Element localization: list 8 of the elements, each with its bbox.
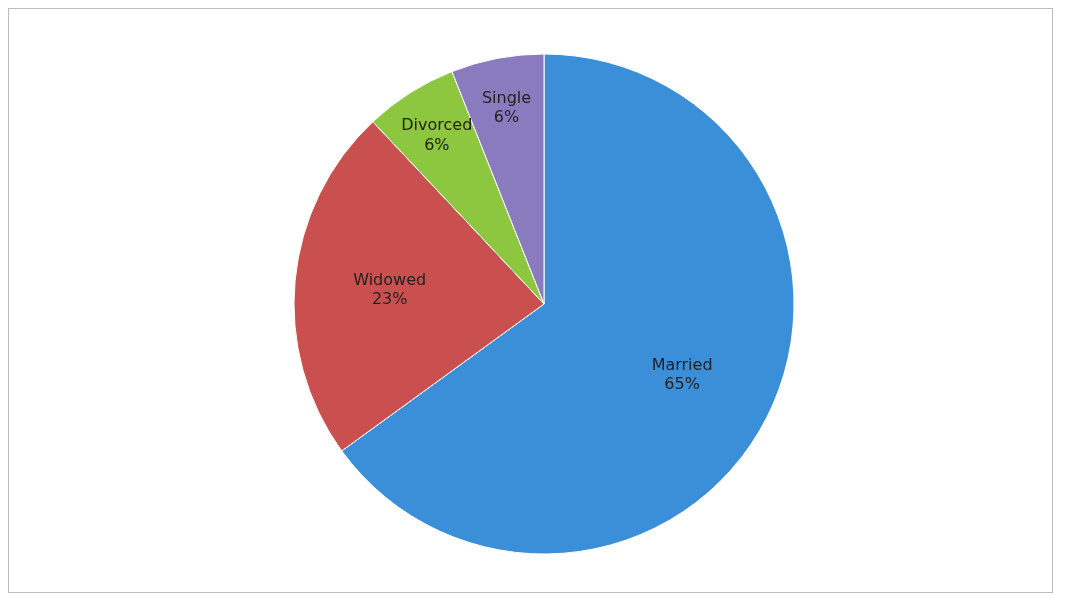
slice-label: Widowed [353, 269, 427, 289]
slice-label: Divorced [401, 115, 473, 135]
slice-label: Single [481, 87, 532, 107]
data-label: 23% [371, 288, 408, 308]
slice-label: Married [651, 354, 713, 374]
data-label: 6% [424, 134, 450, 154]
data-label: 6% [493, 106, 520, 126]
data-label: 65% [664, 373, 700, 393]
